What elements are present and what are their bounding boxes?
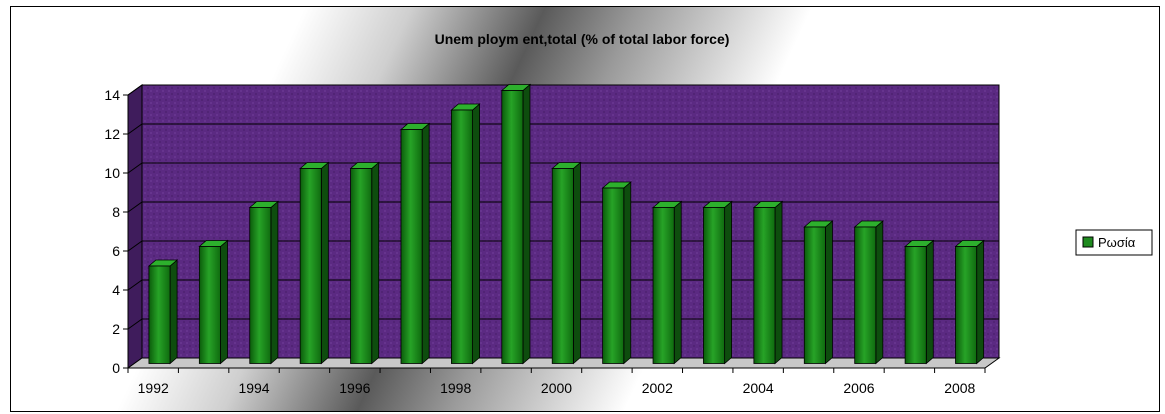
bar <box>399 122 431 365</box>
bar <box>752 200 784 365</box>
y-tick-label: 2 <box>112 321 120 337</box>
bar-front <box>703 207 726 364</box>
bar-front <box>551 168 574 364</box>
bar-front <box>299 168 322 364</box>
bar <box>248 200 279 365</box>
y-tick-label: 8 <box>112 204 120 220</box>
bar-front <box>602 187 625 364</box>
x-tick-label: 2002 <box>642 380 673 396</box>
bar <box>702 200 733 365</box>
y-tick-label: 10 <box>104 165 120 181</box>
x-tick-label: 2006 <box>843 380 874 396</box>
bar-side <box>220 239 228 365</box>
bar-front <box>198 246 221 364</box>
bar-front <box>955 246 978 364</box>
legend-label: Ρωσία <box>1098 235 1136 250</box>
y-tick-label: 6 <box>112 243 120 259</box>
bar-side <box>623 181 632 365</box>
y-axis: 0 2 4 6 8 10 12 14 <box>104 87 129 376</box>
bar <box>853 220 884 365</box>
x-tick-label: 1996 <box>339 380 370 396</box>
bar <box>147 259 179 365</box>
bar <box>803 220 834 365</box>
x-tick-label: 2000 <box>541 380 572 396</box>
bar-side <box>421 122 430 365</box>
bar-front <box>753 207 776 364</box>
bar <box>349 161 380 365</box>
x-tick-label: 1994 <box>238 380 269 396</box>
bar-front <box>400 129 423 364</box>
chart-title: Unem ploym ent,total (% of total labor f… <box>435 31 730 47</box>
bar-front <box>803 226 826 364</box>
bar <box>651 200 683 365</box>
bar-side <box>572 161 581 365</box>
bar <box>601 181 632 365</box>
side-wall <box>127 84 143 369</box>
bar-front <box>249 207 272 364</box>
y-tick-label: 12 <box>104 126 120 142</box>
bar-side <box>472 103 480 365</box>
bar-side <box>320 161 329 365</box>
bar-front <box>854 226 877 364</box>
bar-side <box>875 220 884 365</box>
x-axis: 1992 1994 1996 1998 2000 2002 2004 2006 2008 <box>127 367 986 396</box>
bar-front <box>904 246 927 364</box>
bar-side <box>774 200 783 365</box>
y-tick-label: 4 <box>112 282 120 298</box>
grid-line <box>127 123 999 135</box>
bar-side <box>270 200 279 365</box>
x-tick-label: 1992 <box>138 380 169 396</box>
bar <box>904 239 935 365</box>
bar-side <box>724 200 733 365</box>
bar-front <box>450 109 473 364</box>
legend: Ρωσία <box>1075 229 1153 256</box>
bar-side <box>825 220 833 365</box>
bar-front <box>652 207 675 364</box>
bar <box>500 83 532 365</box>
x-tick-label: 2008 <box>944 380 975 396</box>
bar-side <box>371 161 380 365</box>
legend-swatch <box>1082 236 1094 248</box>
bar <box>551 161 582 365</box>
y-tick-label: 0 <box>112 360 120 376</box>
y-tick-label: 14 <box>104 87 120 103</box>
grid-line <box>127 84 999 96</box>
bars-group <box>147 83 985 365</box>
bar-side <box>522 83 531 365</box>
bar-front <box>501 90 524 364</box>
bar <box>198 239 229 365</box>
bar-side <box>673 200 682 365</box>
grid-line <box>127 162 999 174</box>
bar <box>299 161 330 365</box>
x-tick-label: 2004 <box>743 380 774 396</box>
bar-front <box>350 168 373 364</box>
bar-side <box>925 239 934 365</box>
bar-side <box>976 239 985 365</box>
x-tick-label: 1998 <box>440 380 471 396</box>
bar-side <box>169 259 178 365</box>
bar-front <box>148 265 171 364</box>
bar <box>450 103 481 365</box>
bar <box>954 239 985 365</box>
